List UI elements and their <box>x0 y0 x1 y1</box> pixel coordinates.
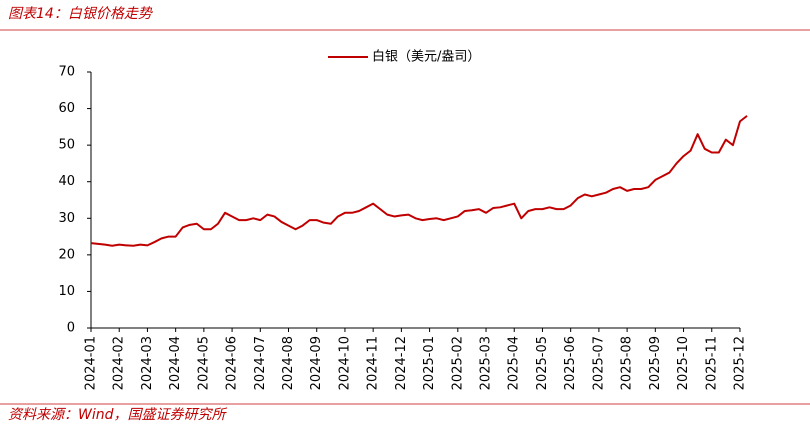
x-tick-label: 2024-03 <box>140 336 155 390</box>
x-tick-label: 2025-02 <box>450 336 465 390</box>
x-tick-label: 2024-12 <box>394 336 409 390</box>
x-tick-label: 2024-05 <box>196 336 211 390</box>
y-tick-label: 70 <box>58 65 75 80</box>
y-tick-label: 20 <box>58 247 75 262</box>
x-tick-label: 2024-08 <box>281 336 296 390</box>
x-tick-label: 2024-10 <box>337 336 352 390</box>
x-tick-label: 2024-09 <box>309 336 324 390</box>
y-tick-label: 60 <box>58 101 75 116</box>
x-tick-label: 2025-11 <box>704 336 719 390</box>
x-tick-label: 2025-07 <box>591 336 606 390</box>
x-tick-label: 2025-08 <box>620 336 635 390</box>
series-line <box>90 115 748 247</box>
x-tick-label: 2025-04 <box>507 336 522 390</box>
y-tick-label: 10 <box>58 284 75 299</box>
source-note: 资料来源：Wind，国盛证券研究所 <box>8 407 227 423</box>
x-tick-label: 2025-09 <box>648 336 663 390</box>
legend-label: 白银（美元/盎司） <box>372 49 480 65</box>
x-tick-label: 2025-05 <box>535 336 550 390</box>
y-tick-label: 40 <box>58 174 75 189</box>
x-tick-label: 2024-11 <box>366 336 381 390</box>
x-tick-label: 2025-06 <box>563 336 578 390</box>
chart-title: 图表14：白银价格走势 <box>8 6 154 22</box>
x-tick-label: 2024-02 <box>112 336 127 390</box>
y-tick-label: 50 <box>58 138 75 153</box>
x-tick-label: 2025-03 <box>479 336 494 390</box>
x-tick-label: 2024-01 <box>84 336 99 390</box>
y-tick-label: 30 <box>58 211 75 226</box>
x-tick-label: 2025-01 <box>422 336 437 390</box>
x-tick-label: 2025-12 <box>732 336 747 390</box>
x-tick-label: 2024-04 <box>168 336 183 390</box>
x-tick-label: 2024-06 <box>225 336 240 390</box>
x-tick-label: 2024-07 <box>253 336 268 390</box>
x-tick-label: 2025-10 <box>676 336 691 390</box>
y-tick-label: 0 <box>67 321 75 336</box>
